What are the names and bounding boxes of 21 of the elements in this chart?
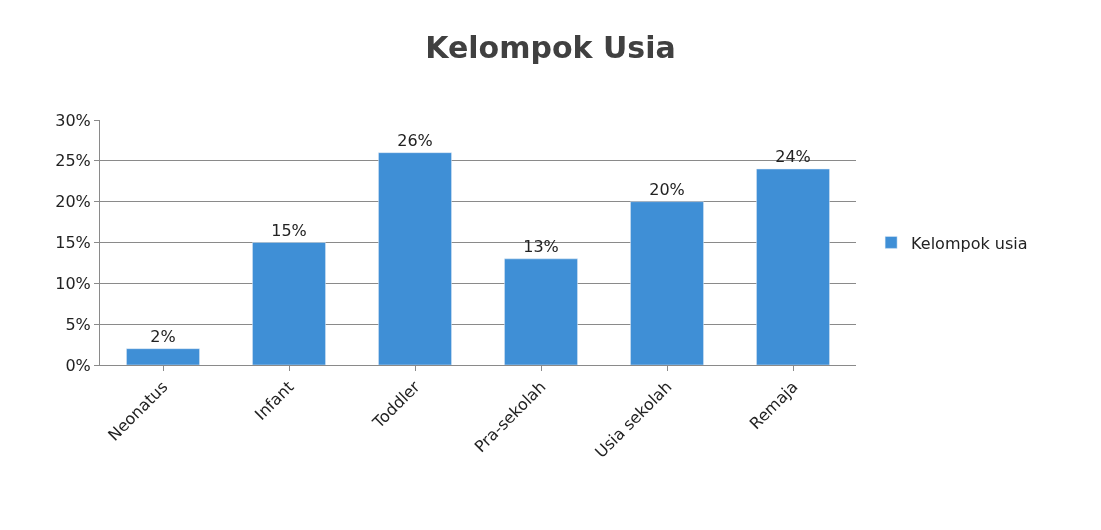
bar: [630, 201, 704, 365]
data-label: 26%: [397, 130, 433, 150]
bar: [126, 348, 200, 365]
bar: [756, 168, 830, 365]
y-tick-label: 0%: [65, 355, 91, 375]
y-tick-label: 25%: [55, 151, 91, 171]
y-tick-label: 30%: [55, 110, 91, 130]
y-tick-label: 15%: [55, 233, 91, 253]
data-label: 13%: [523, 236, 559, 256]
data-label: 15%: [271, 220, 307, 240]
bar: [252, 242, 326, 365]
legend-label: Kelompok usia: [911, 233, 1028, 253]
chart-title: Kelompok Usia: [425, 30, 676, 66]
y-tick-label: 10%: [55, 273, 91, 293]
data-label: 20%: [649, 179, 685, 199]
data-label: 2%: [150, 326, 176, 346]
y-tick-label: 20%: [55, 192, 91, 212]
y-tick-label: 5%: [65, 314, 91, 334]
bar: [378, 152, 452, 365]
bar: [504, 258, 578, 365]
data-label: 24%: [775, 147, 811, 166]
